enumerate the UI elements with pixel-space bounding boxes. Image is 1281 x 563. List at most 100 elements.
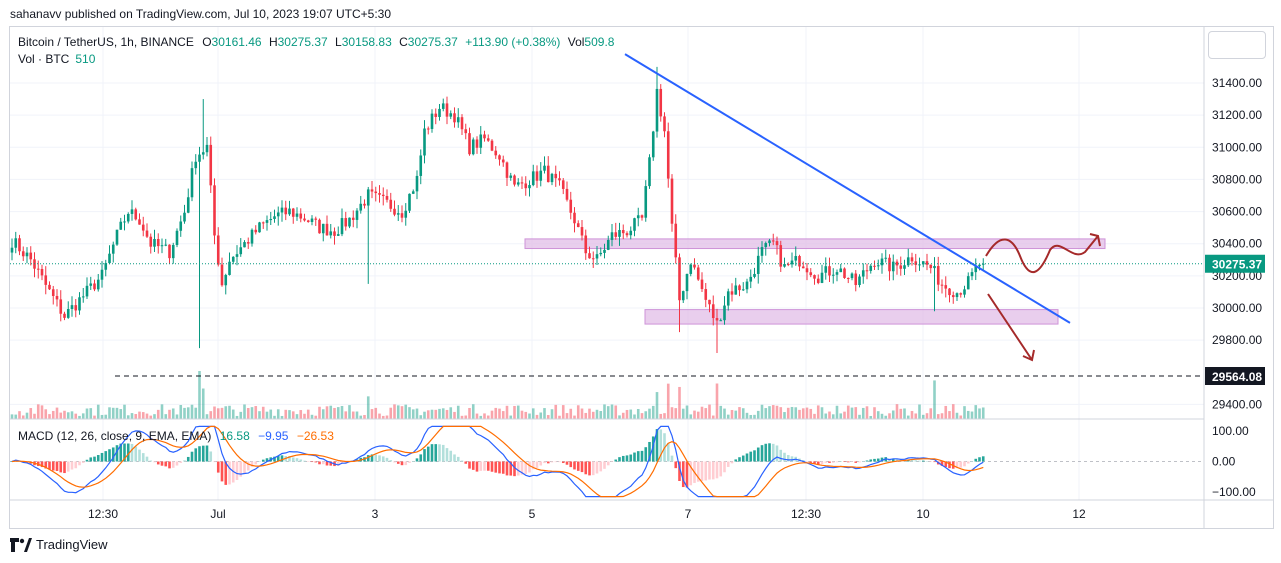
candle-body: [475, 139, 479, 148]
macd-histogram-bar: [595, 461, 599, 474]
candle-body: [873, 265, 876, 267]
macd-histogram-bar: [44, 461, 48, 469]
candle-body: [393, 208, 396, 215]
macd-histogram-bar: [944, 461, 948, 467]
volume-bar: [303, 413, 306, 419]
macd-histogram-bar: [216, 461, 220, 473]
volume-bar: [569, 408, 573, 419]
volume-bar: [914, 413, 918, 419]
volume-bar: [606, 406, 610, 419]
candle-body: [231, 256, 235, 262]
volume-bar: [306, 409, 310, 419]
macd-histogram-bar: [258, 461, 261, 462]
candle-body: [850, 273, 854, 279]
macd-histogram-bar: [213, 461, 216, 463]
macd-histogram-bar: [445, 448, 449, 462]
candle-body: [974, 266, 978, 273]
candle-body: [674, 223, 678, 258]
macd-histogram-bar: [610, 461, 614, 462]
tradingview-logo[interactable]: TradingView: [10, 537, 108, 552]
macd-histogram-bar: [835, 461, 839, 463]
macd-histogram-bar: [385, 457, 389, 462]
candle-body: [464, 129, 468, 134]
volume-bar: [66, 412, 70, 419]
y-tick-label: 31200.00: [1212, 108, 1262, 122]
macd-histogram-bar: [576, 461, 580, 471]
candle-body: [310, 218, 314, 222]
volume-bar: [528, 413, 531, 419]
volume-bar: [104, 414, 108, 419]
macd-histogram-bar: [655, 429, 659, 462]
macd-histogram-bar: [599, 461, 603, 472]
volume-bar: [531, 408, 535, 419]
candle-body: [89, 283, 93, 286]
candle-body: [381, 194, 385, 197]
candle-body: [449, 113, 453, 117]
candle-body: [329, 231, 333, 236]
macd-histogram-bar: [981, 456, 985, 462]
volume-bar: [164, 414, 168, 419]
candle-body: [288, 208, 291, 215]
volume-bar: [494, 407, 498, 419]
candle-body: [921, 261, 925, 265]
volume-bar: [434, 409, 438, 419]
candle-body: [273, 216, 276, 219]
macd-histogram-bar: [846, 461, 850, 463]
candle-body: [299, 213, 303, 219]
macd-histogram-bar: [805, 461, 809, 462]
macd-histogram-bar: [70, 461, 74, 470]
volume-bar: [550, 409, 554, 419]
volume-bar: [239, 411, 243, 419]
macd-histogram-bar: [520, 461, 524, 475]
volume-bar: [288, 410, 291, 419]
volume-bar: [78, 415, 81, 419]
volume-bar: [246, 408, 250, 419]
candle-body: [265, 220, 269, 223]
macd-histogram-bar: [955, 461, 959, 469]
volume-bar: [490, 410, 494, 419]
zones: [524, 238, 1106, 325]
volume-bar: [419, 415, 423, 419]
candle-body: [730, 291, 734, 295]
candle-body: [816, 278, 820, 283]
last-price-badge: [1205, 254, 1265, 273]
volume-bar: [179, 404, 183, 419]
candle-body: [51, 289, 55, 296]
macd-histogram-bar: [978, 457, 981, 462]
macd-histogram-bar: [918, 460, 921, 462]
candle-body: [809, 272, 813, 276]
x-tick-label: 7: [685, 507, 692, 521]
candle-body: [359, 203, 363, 211]
volume-bar: [636, 409, 640, 419]
macd-histogram-bar: [453, 454, 456, 462]
volume-bar: [865, 406, 869, 419]
x-tick-label: 10: [916, 507, 930, 521]
volume-bar: [520, 410, 524, 419]
candle-body: [213, 185, 216, 236]
macd-histogram-bar: [700, 461, 704, 481]
volume-bar: [700, 406, 704, 419]
macd-histogram-bar: [565, 461, 569, 465]
volume-bar: [771, 405, 775, 419]
chart-widget-box[interactable]: [1208, 31, 1266, 59]
macd-histogram-bar: [708, 461, 711, 480]
candle-body: [775, 241, 779, 246]
volume-bar: [366, 396, 370, 419]
close-value: 30275.37: [407, 35, 458, 49]
candle-body: [494, 150, 498, 156]
candle-body: [708, 299, 711, 305]
candle-body: [104, 263, 108, 270]
volume-bar: [224, 406, 228, 419]
macd-histogram-bar: [756, 447, 760, 462]
candle-body: [798, 256, 801, 267]
volume-bar: [325, 406, 329, 419]
volume-bar: [359, 415, 363, 419]
volume-bar: [591, 411, 595, 419]
candle-body: [543, 165, 546, 171]
volume-bar: [149, 415, 153, 419]
candle-body: [453, 113, 456, 123]
macd-histogram-bar: [280, 455, 284, 462]
candle-body: [636, 215, 640, 219]
macd-histogram-bar: [291, 457, 295, 462]
macd-histogram-bar: [220, 461, 224, 482]
